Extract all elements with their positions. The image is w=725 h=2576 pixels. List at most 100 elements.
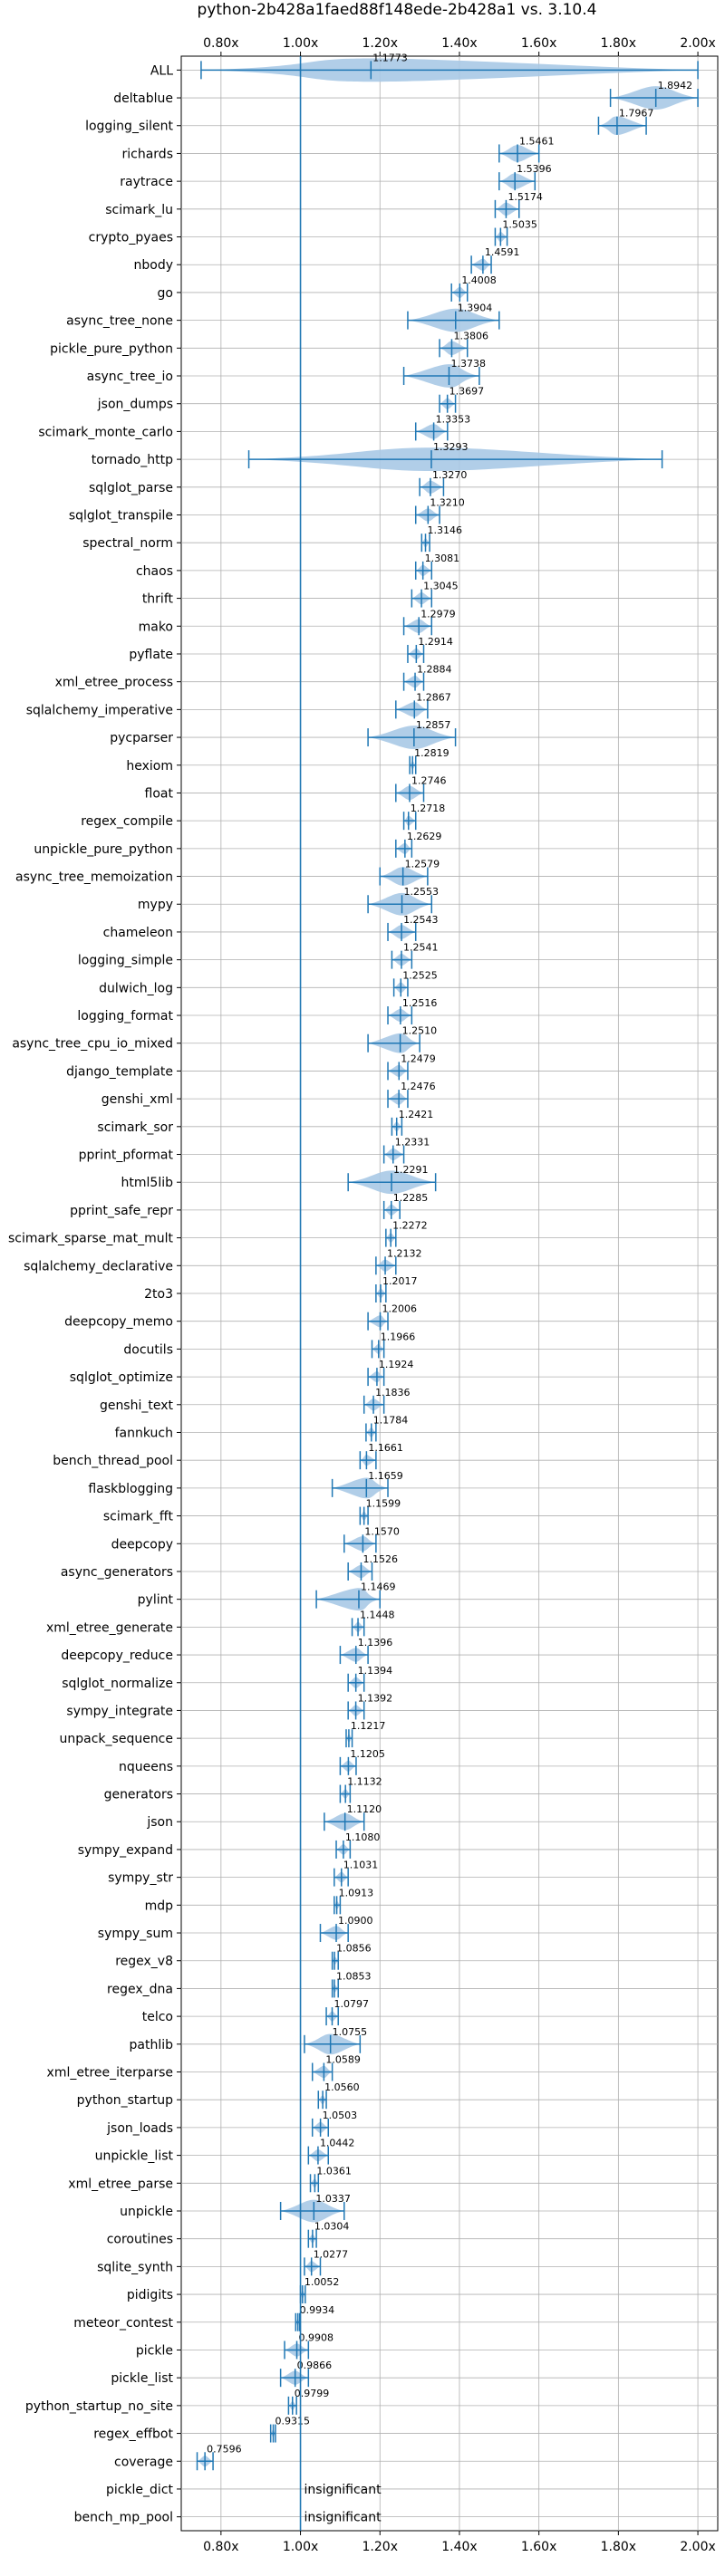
benchmark-label: pickle — [136, 2343, 173, 2358]
x-tick-label-bottom: 1.40x — [441, 2540, 477, 2554]
x-tick-label-bottom: 0.80x — [203, 2540, 238, 2554]
benchmark-label: pathlib — [130, 2038, 174, 2052]
benchmark-label: scimark_fft — [103, 1510, 174, 1524]
value-label: 1.0304 — [314, 2221, 350, 2233]
benchmark-label: mako — [139, 620, 173, 634]
benchmark-label: xml_etree_parse — [68, 2177, 173, 2191]
benchmark-label: thrift — [142, 592, 174, 607]
value-label: 1.2819 — [414, 747, 450, 759]
value-label: 0.9866 — [297, 2360, 333, 2371]
value-label: 0.9934 — [300, 2304, 335, 2316]
value-label: 1.2479 — [401, 1053, 436, 1064]
benchmark-label: mdp — [145, 1898, 174, 1913]
value-label: 1.1966 — [381, 1331, 416, 1342]
benchmark-label: meteor_contest — [73, 2316, 173, 2331]
benchmark-label: json — [146, 1815, 173, 1830]
benchmark-label: async_tree_io — [87, 370, 173, 384]
axis-layer: 0.80x 0.80x 1.00x 1.00x 1.20x 1.20x 1.40x 1.40x… — [8, 36, 716, 2554]
value-label: 1.3146 — [428, 524, 463, 536]
value-label: 1.3270 — [432, 469, 468, 481]
benchmark-label: xml_etree_generate — [46, 1620, 173, 1635]
value-label: 1.1031 — [343, 1860, 379, 1871]
x-tick-label-bottom: 1.20x — [362, 2540, 398, 2554]
value-label: 1.0797 — [334, 1998, 370, 2010]
value-label: 1.2553 — [404, 886, 440, 898]
value-label: 1.2914 — [418, 636, 453, 648]
benchmark-label: float — [145, 786, 174, 801]
benchmark-label: pickle_pure_python — [50, 341, 173, 356]
value-label: 1.2272 — [392, 1220, 428, 1232]
benchmark-label: logging_silent — [85, 120, 173, 134]
value-label: 1.1526 — [362, 1553, 398, 1565]
benchmark-label: pprint_safe_repr — [70, 1204, 173, 1218]
value-label: 1.2541 — [403, 942, 439, 954]
value-label: 1.2291 — [393, 1164, 429, 1176]
benchmark-label: sympy_sum — [98, 1927, 173, 1941]
value-label: 1.1132 — [347, 1776, 382, 1788]
benchmark-label: sqlglot_normalize — [62, 1677, 173, 1691]
value-label: 1.3697 — [450, 386, 485, 398]
benchmark-label: xml_etree_iterparse — [47, 2066, 173, 2081]
benchmark-label: raytrace — [120, 175, 173, 189]
benchmark-label: async_generators — [61, 1565, 173, 1580]
value-label: 1.2867 — [416, 691, 451, 703]
benchmark-label: async_tree_cpu_io_mixed — [12, 1037, 173, 1052]
value-label: 1.2884 — [417, 664, 452, 676]
benchmark-label: sqlalchemy_imperative — [26, 703, 173, 717]
value-label: 1.1773 — [372, 52, 408, 63]
value-label: 1.3293 — [433, 441, 469, 453]
value-label: 1.1448 — [360, 1609, 395, 1620]
benchmark-label: go — [158, 286, 173, 301]
benchmark-label: scimark_sor — [97, 1120, 173, 1135]
benchmark-label: chameleon — [103, 926, 173, 940]
value-label: 1.7967 — [619, 108, 654, 120]
value-label: 1.1659 — [368, 1470, 403, 1482]
value-label: 1.1080 — [345, 1831, 381, 1843]
insignificant-label: insignificant — [304, 2483, 382, 2497]
value-label: 1.1394 — [358, 1665, 393, 1677]
benchmark-label: regex_compile — [81, 814, 173, 829]
benchmark-label: xml_etree_process — [55, 676, 173, 690]
value-label: 1.1661 — [368, 1442, 403, 1454]
benchmark-label: ALL — [150, 63, 173, 78]
value-label: 1.3806 — [453, 330, 488, 341]
value-label: 1.3210 — [430, 496, 465, 508]
violin-layer: 1.1773 1.8942 1.7967 1.5461 1.5396 1.5174 1.50… — [196, 52, 699, 2531]
x-tick-label-top: 1.60x — [521, 36, 556, 51]
value-label: 1.1205 — [350, 1748, 385, 1760]
x-tick-label-bottom: 1.00x — [283, 2540, 318, 2554]
benchmark-label: python_startup — [77, 2093, 173, 2108]
value-label: 1.0853 — [336, 1970, 372, 1982]
value-label: 1.1469 — [361, 1581, 396, 1593]
value-label: 1.0277 — [314, 2248, 349, 2260]
chart-title: python-2b428a1faed88f148ede-2b428a1 vs. … — [198, 1, 597, 19]
benchmark-label: regex_effbot — [93, 2427, 173, 2442]
value-label: 1.0503 — [323, 2110, 358, 2121]
value-label: 1.1599 — [366, 1498, 401, 1510]
benchmark-label: sympy_str — [108, 1871, 173, 1886]
benchmark-label: python_startup_no_site — [25, 2399, 173, 2414]
value-label: 1.3045 — [423, 581, 459, 592]
insignificant-label: insignificant — [304, 2511, 382, 2525]
value-label: 1.0856 — [336, 1943, 372, 1955]
benchmark-label: logging_format — [77, 1009, 173, 1024]
benchmark-label: deltablue — [113, 91, 173, 106]
value-label: 1.2331 — [395, 1137, 430, 1149]
benchmark-label: coverage — [114, 2455, 173, 2469]
benchmark-label: crypto_pyaes — [89, 231, 173, 245]
value-label: 1.1217 — [351, 1720, 386, 1732]
value-label: 1.2285 — [393, 1192, 429, 1204]
value-label: 1.1836 — [375, 1387, 411, 1399]
benchmark-label: deepcopy_reduce — [61, 1648, 173, 1663]
value-label: 1.2132 — [387, 1247, 422, 1259]
value-label: 1.2543 — [403, 914, 439, 926]
value-label: 1.0755 — [333, 2026, 368, 2038]
benchmark-label: telco — [142, 2010, 173, 2024]
value-label: 1.2746 — [411, 774, 447, 786]
value-label: 1.0900 — [338, 1915, 373, 1927]
benchmark-label: regex_dna — [107, 1982, 173, 1996]
benchmark-label: nbody — [134, 258, 174, 273]
benchmark-label: genshi_text — [100, 1399, 174, 1413]
benchmark-label: docutils — [123, 1342, 173, 1357]
